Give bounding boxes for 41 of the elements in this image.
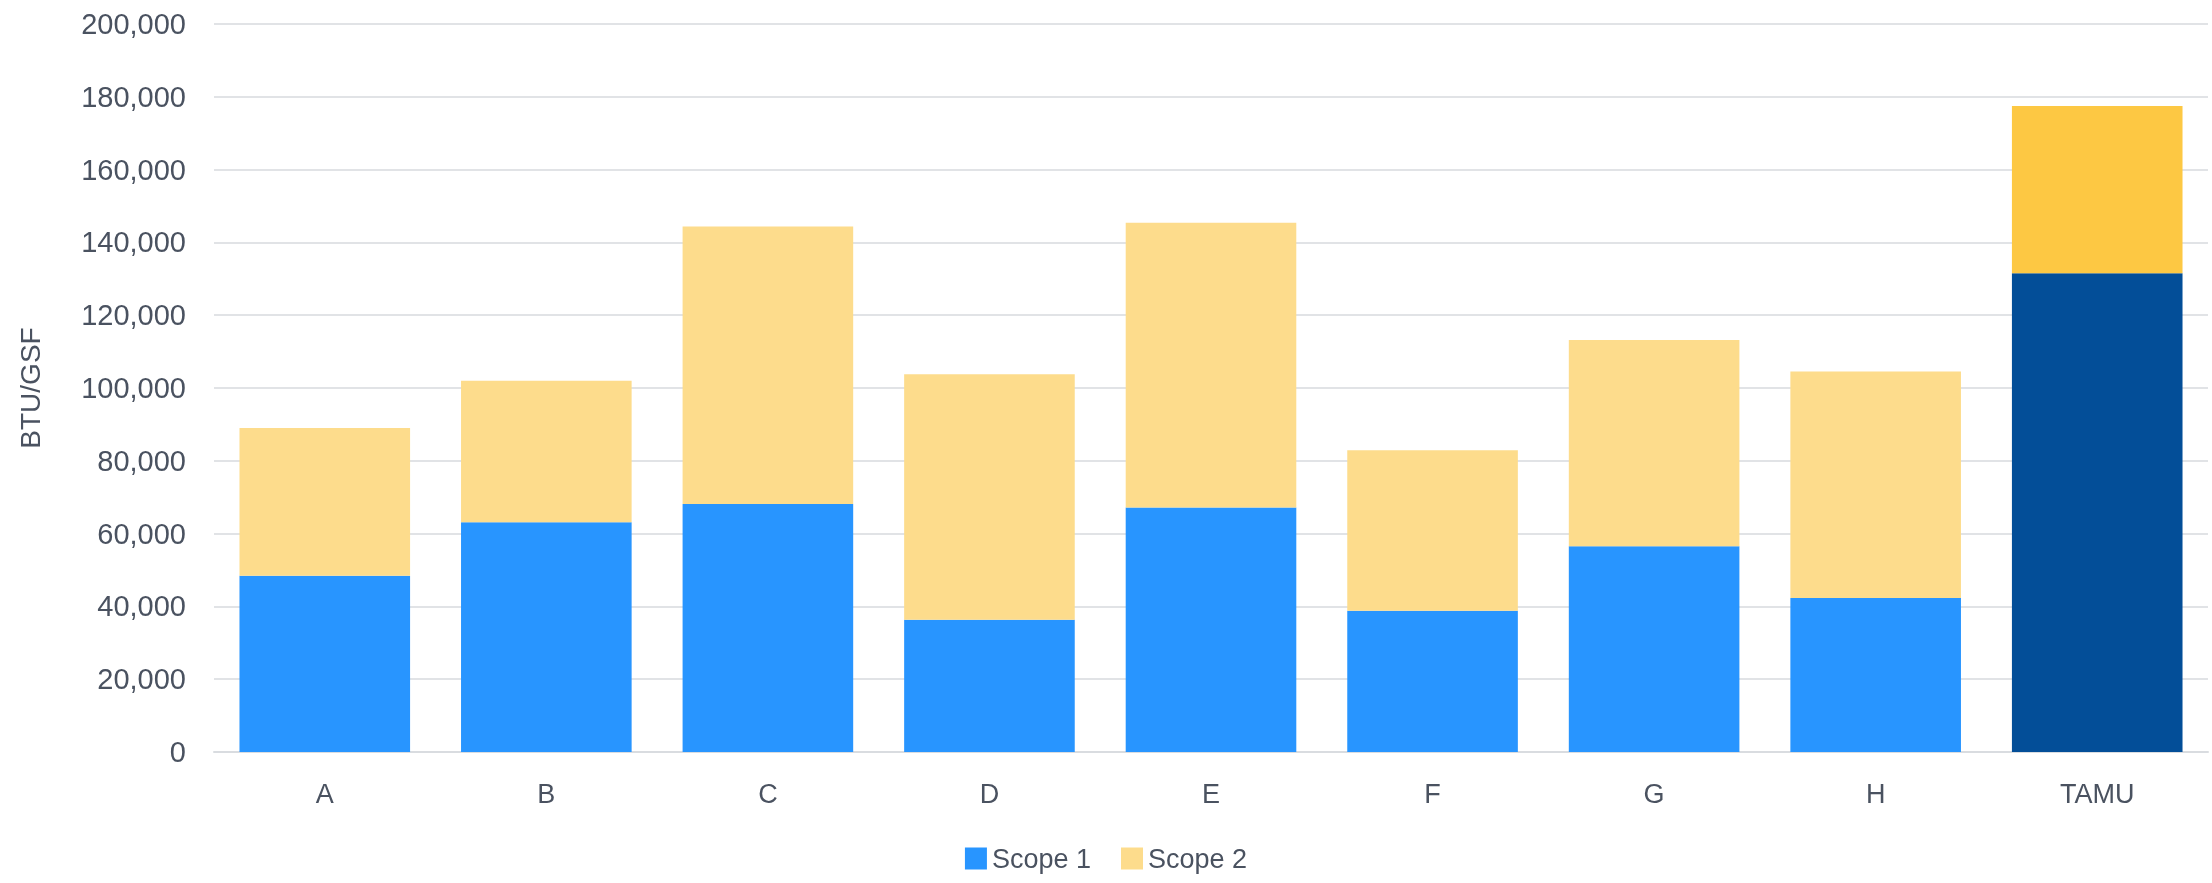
y-tick-label: 160,000 <box>81 153 186 186</box>
x-tick-label: C <box>758 778 778 809</box>
legend-label: Scope 1 <box>991 843 1091 874</box>
bar <box>1568 339 1740 547</box>
y-tick-label: 20,000 <box>97 663 186 696</box>
x-tick-label: D <box>979 778 1000 809</box>
bar <box>461 522 632 752</box>
x-tick-label: F <box>1424 778 1441 809</box>
bar <box>1347 450 1518 611</box>
y-tick-label: 40,000 <box>97 590 186 623</box>
y-tick-label: 80,000 <box>97 444 186 477</box>
x-tick-label: B <box>537 778 556 809</box>
bar <box>1125 507 1297 752</box>
y-tick-label: 200,000 <box>81 8 186 40</box>
bar <box>239 428 411 576</box>
y-tick-label: 100,000 <box>81 372 186 404</box>
bar <box>461 380 632 523</box>
bar <box>2011 105 2183 274</box>
x-tick-label: G <box>1643 778 1665 809</box>
bar <box>904 374 1075 620</box>
y-tick-label: 140,000 <box>81 226 186 259</box>
x-tick-label: E <box>1201 778 1221 809</box>
bar <box>2011 273 2183 752</box>
bar <box>1568 546 1740 752</box>
y-tick-label: 120,000 <box>81 299 186 332</box>
y-tick-label: 60,000 <box>97 517 186 550</box>
x-tick-label: A <box>315 778 334 809</box>
x-tick-label: TAMU <box>2059 778 2135 809</box>
legend-label: Scope 2 <box>1148 843 1248 874</box>
bar <box>1125 222 1297 508</box>
bar <box>1790 371 1961 599</box>
y-tick-label: 180,000 <box>81 80 186 113</box>
y-axis-title: BTU/GSF <box>14 327 46 449</box>
bar <box>682 504 854 752</box>
bar <box>239 575 411 752</box>
bar <box>1790 598 1961 752</box>
y-tick-label: 0 <box>169 736 186 768</box>
bar <box>682 226 854 505</box>
x-tick-label: H <box>1865 778 1886 809</box>
bar <box>1347 610 1518 752</box>
bar <box>904 619 1075 752</box>
